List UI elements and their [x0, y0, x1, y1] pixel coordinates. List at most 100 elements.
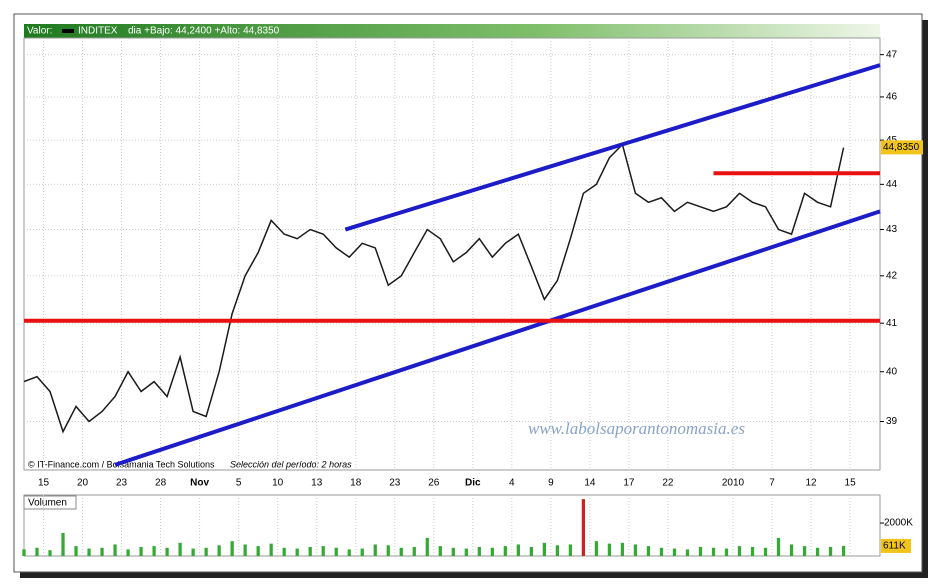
volume-bar — [87, 548, 91, 556]
x-tick-label: 13 — [311, 478, 323, 489]
volume-bar — [672, 548, 677, 556]
volume-bar — [282, 547, 286, 556]
volume-bar — [360, 548, 364, 556]
volume-bar — [581, 499, 586, 556]
volume-bar — [35, 547, 39, 556]
volume-bar — [61, 532, 65, 556]
volume-bar — [412, 546, 416, 556]
x-tick-label: 15 — [845, 478, 857, 489]
volume-bar — [386, 545, 390, 556]
x-tick-label: 7 — [769, 478, 775, 489]
volume-bar — [438, 546, 442, 556]
volume-box — [23, 495, 77, 510]
volume-bar — [724, 548, 729, 556]
volume-bar — [165, 547, 169, 556]
volume-bar — [698, 546, 703, 556]
volume-bar — [789, 544, 794, 556]
x-tick-label: 28 — [155, 478, 167, 489]
volume-label: Volumen — [28, 498, 67, 509]
volume-bar — [620, 542, 625, 556]
x-tick-label: 2010 — [722, 478, 745, 489]
x-tick-label: 9 — [548, 478, 554, 489]
x-tick-label: 20 — [77, 478, 89, 489]
volume-bar — [191, 548, 195, 556]
panel — [13, 13, 923, 573]
volume-bar — [308, 546, 312, 556]
x-tick-label: 15 — [38, 478, 50, 489]
watermark: www.labolsaporantonomasia.es — [528, 419, 745, 438]
volume-current-label: 611K — [883, 541, 906, 552]
volume-bar — [74, 546, 78, 556]
x-tick-label: 12 — [805, 478, 817, 489]
plot-frame — [23, 37, 881, 471]
x-tick-label: 14 — [584, 478, 596, 489]
volume-bar — [464, 548, 468, 556]
volume-bar — [594, 541, 599, 556]
header-label: Valor: — [27, 26, 52, 37]
y-tick-label: 47 — [886, 49, 898, 60]
y-tick-label: 41 — [886, 318, 898, 329]
y-tick-label: 2000K — [884, 518, 913, 529]
volume-bar — [48, 550, 52, 556]
y-tick-label: 42 — [886, 270, 898, 281]
volume-bar — [659, 547, 664, 556]
y-tick-label: 44 — [886, 179, 898, 190]
volume-bar — [763, 547, 768, 556]
volume-bar — [607, 543, 612, 556]
x-tick-label: 10 — [272, 478, 284, 489]
x-tick-label: Dic — [465, 478, 481, 489]
volume-bar — [113, 544, 117, 556]
price-label: 44,8350 — [883, 142, 920, 153]
volume-bar — [373, 544, 377, 556]
volume-bar — [542, 542, 546, 556]
volume-bar — [828, 546, 833, 556]
volume-bar — [685, 549, 690, 556]
volume-bar — [321, 546, 325, 556]
volume-bar — [529, 546, 533, 556]
x-tick-label: 4 — [509, 478, 515, 489]
price-line — [23, 143, 845, 434]
y-tick-label: 46 — [886, 92, 898, 103]
volume-bar — [256, 546, 260, 556]
x-tick-label: 23 — [389, 478, 401, 489]
volume-box — [881, 538, 911, 553]
volume-bar — [178, 542, 182, 556]
volume-bar — [646, 546, 651, 556]
volume-bar — [295, 548, 299, 556]
volume-bar — [633, 544, 638, 556]
x-tick-label: 26 — [428, 478, 440, 489]
volume-bar — [776, 537, 781, 556]
volume-bar — [22, 549, 26, 556]
header-range: dia +Bajo: 44,2400 +Alto: 44,8350 — [128, 26, 280, 37]
volume-bar — [490, 547, 494, 556]
volume-bar — [568, 544, 573, 556]
legend-swatch — [62, 29, 74, 33]
header-symbol: INDITEX — [78, 26, 118, 37]
period: Selección del período: 2 horas — [230, 459, 352, 469]
volume-bar — [711, 547, 716, 556]
trend-line — [114, 209, 881, 467]
volume-bar — [503, 546, 507, 556]
volume-bar — [802, 546, 807, 556]
volume-bar — [204, 547, 208, 556]
x-tick-label: 23 — [116, 478, 128, 489]
volume-bar — [399, 547, 403, 556]
volume-bar — [243, 544, 247, 556]
volume-bar — [425, 537, 429, 556]
volume-bar — [126, 549, 130, 556]
volume-bar — [815, 547, 820, 556]
volume-bar — [516, 544, 520, 556]
x-tick-label: 5 — [236, 478, 242, 489]
y-tick-label: 39 — [886, 416, 898, 427]
volume-bar — [230, 541, 234, 556]
volume-bar — [841, 545, 846, 556]
volume-bar — [451, 547, 455, 556]
volume-bar — [152, 546, 156, 556]
y-tick-label: 43 — [886, 224, 898, 235]
x-tick-label: Nov — [190, 478, 209, 489]
volume-bar — [737, 546, 742, 556]
volume-bar — [750, 546, 755, 556]
volume-bar — [555, 545, 559, 556]
volume-bar — [217, 545, 221, 556]
